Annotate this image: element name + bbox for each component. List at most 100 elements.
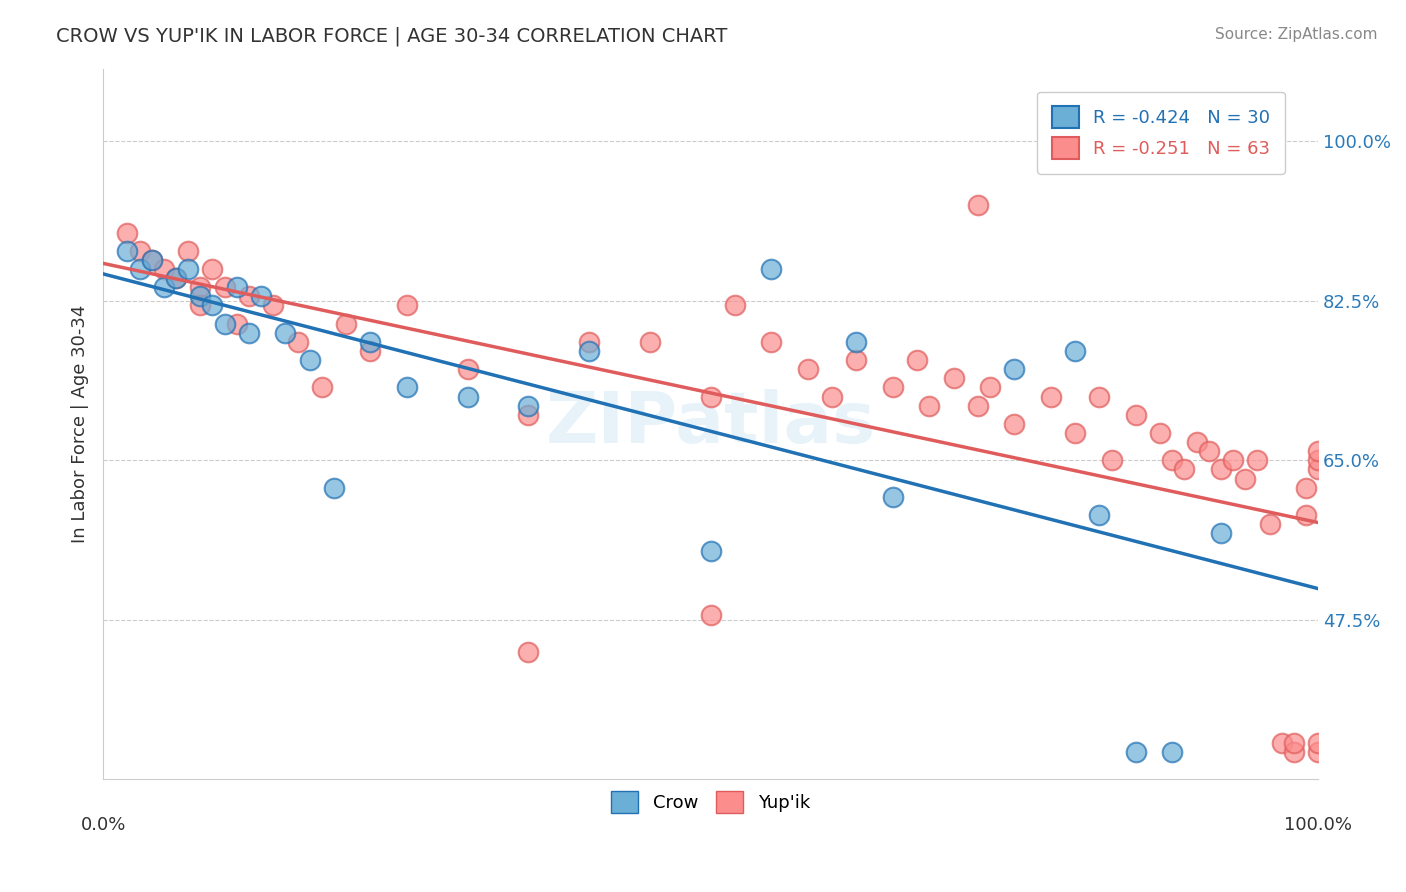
Point <box>1088 508 1111 522</box>
Point <box>395 380 418 394</box>
Point <box>761 334 783 349</box>
Point <box>1234 471 1257 485</box>
Point <box>165 271 187 285</box>
Point <box>882 490 904 504</box>
Point <box>298 353 321 368</box>
Text: CROW VS YUP'IK IN LABOR FORCE | AGE 30-34 CORRELATION CHART: CROW VS YUP'IK IN LABOR FORCE | AGE 30-3… <box>56 27 728 46</box>
Point <box>165 271 187 285</box>
Point <box>1308 745 1330 759</box>
Point <box>201 298 224 312</box>
Point <box>287 334 309 349</box>
Point <box>1209 462 1232 476</box>
Point <box>141 252 163 267</box>
Point <box>311 380 333 394</box>
Point <box>967 198 990 212</box>
Point <box>1308 736 1330 750</box>
Point <box>1295 481 1317 495</box>
Point <box>214 280 236 294</box>
Point <box>1222 453 1244 467</box>
Point <box>1295 508 1317 522</box>
Point <box>918 399 941 413</box>
Point <box>1088 390 1111 404</box>
Point <box>967 399 990 413</box>
Point <box>1198 444 1220 458</box>
Point <box>699 390 721 404</box>
Point <box>845 353 868 368</box>
Point <box>1258 517 1281 532</box>
Legend: Crow, Yup'ik: Crow, Yup'ik <box>596 776 824 827</box>
Point <box>177 262 200 277</box>
Point <box>153 262 176 277</box>
Point <box>1271 736 1294 750</box>
Point <box>274 326 297 340</box>
Point <box>335 317 357 331</box>
Point <box>578 343 600 358</box>
Point <box>1002 417 1025 431</box>
Point <box>1246 453 1268 467</box>
Point <box>1282 745 1305 759</box>
Point <box>141 252 163 267</box>
Point <box>942 371 965 385</box>
Point <box>457 362 479 376</box>
Point <box>225 280 247 294</box>
Point <box>238 289 260 303</box>
Point <box>128 262 150 277</box>
Point <box>699 544 721 558</box>
Point <box>1185 435 1208 450</box>
Point <box>214 317 236 331</box>
Point <box>905 353 928 368</box>
Point <box>1282 736 1305 750</box>
Text: ZIPatlas: ZIPatlas <box>546 389 876 458</box>
Point <box>724 298 747 312</box>
Point <box>517 408 540 422</box>
Point <box>238 326 260 340</box>
Point <box>638 334 661 349</box>
Point <box>188 289 211 303</box>
Point <box>117 226 139 240</box>
Point <box>188 298 211 312</box>
Point <box>1002 362 1025 376</box>
Point <box>1125 408 1147 422</box>
Point <box>1161 453 1184 467</box>
Point <box>517 399 540 413</box>
Point <box>188 280 211 294</box>
Point <box>225 317 247 331</box>
Point <box>699 608 721 623</box>
Text: Source: ZipAtlas.com: Source: ZipAtlas.com <box>1215 27 1378 42</box>
Point <box>395 298 418 312</box>
Point <box>1064 343 1087 358</box>
Point <box>882 380 904 394</box>
Point <box>177 244 200 258</box>
Point <box>250 289 273 303</box>
Point <box>359 334 381 349</box>
Point <box>821 390 844 404</box>
Point <box>1173 462 1195 476</box>
Point <box>1209 526 1232 541</box>
Point <box>323 481 346 495</box>
Point <box>359 343 381 358</box>
Point <box>517 645 540 659</box>
Point <box>1149 425 1171 440</box>
Point <box>1125 745 1147 759</box>
Point <box>1161 745 1184 759</box>
Point <box>128 244 150 258</box>
Point <box>153 280 176 294</box>
Point <box>578 334 600 349</box>
Point <box>1064 425 1087 440</box>
Point <box>457 390 479 404</box>
Point <box>761 262 783 277</box>
Point <box>1308 462 1330 476</box>
Point <box>1308 444 1330 458</box>
Point <box>845 334 868 349</box>
Y-axis label: In Labor Force | Age 30-34: In Labor Force | Age 30-34 <box>72 305 89 543</box>
Point <box>117 244 139 258</box>
Point <box>1039 390 1062 404</box>
Point <box>262 298 284 312</box>
Text: 0.0%: 0.0% <box>80 815 125 834</box>
Point <box>979 380 1001 394</box>
Point <box>201 262 224 277</box>
Point <box>1308 453 1330 467</box>
Point <box>797 362 820 376</box>
Point <box>1101 453 1123 467</box>
Text: 100.0%: 100.0% <box>1284 815 1353 834</box>
